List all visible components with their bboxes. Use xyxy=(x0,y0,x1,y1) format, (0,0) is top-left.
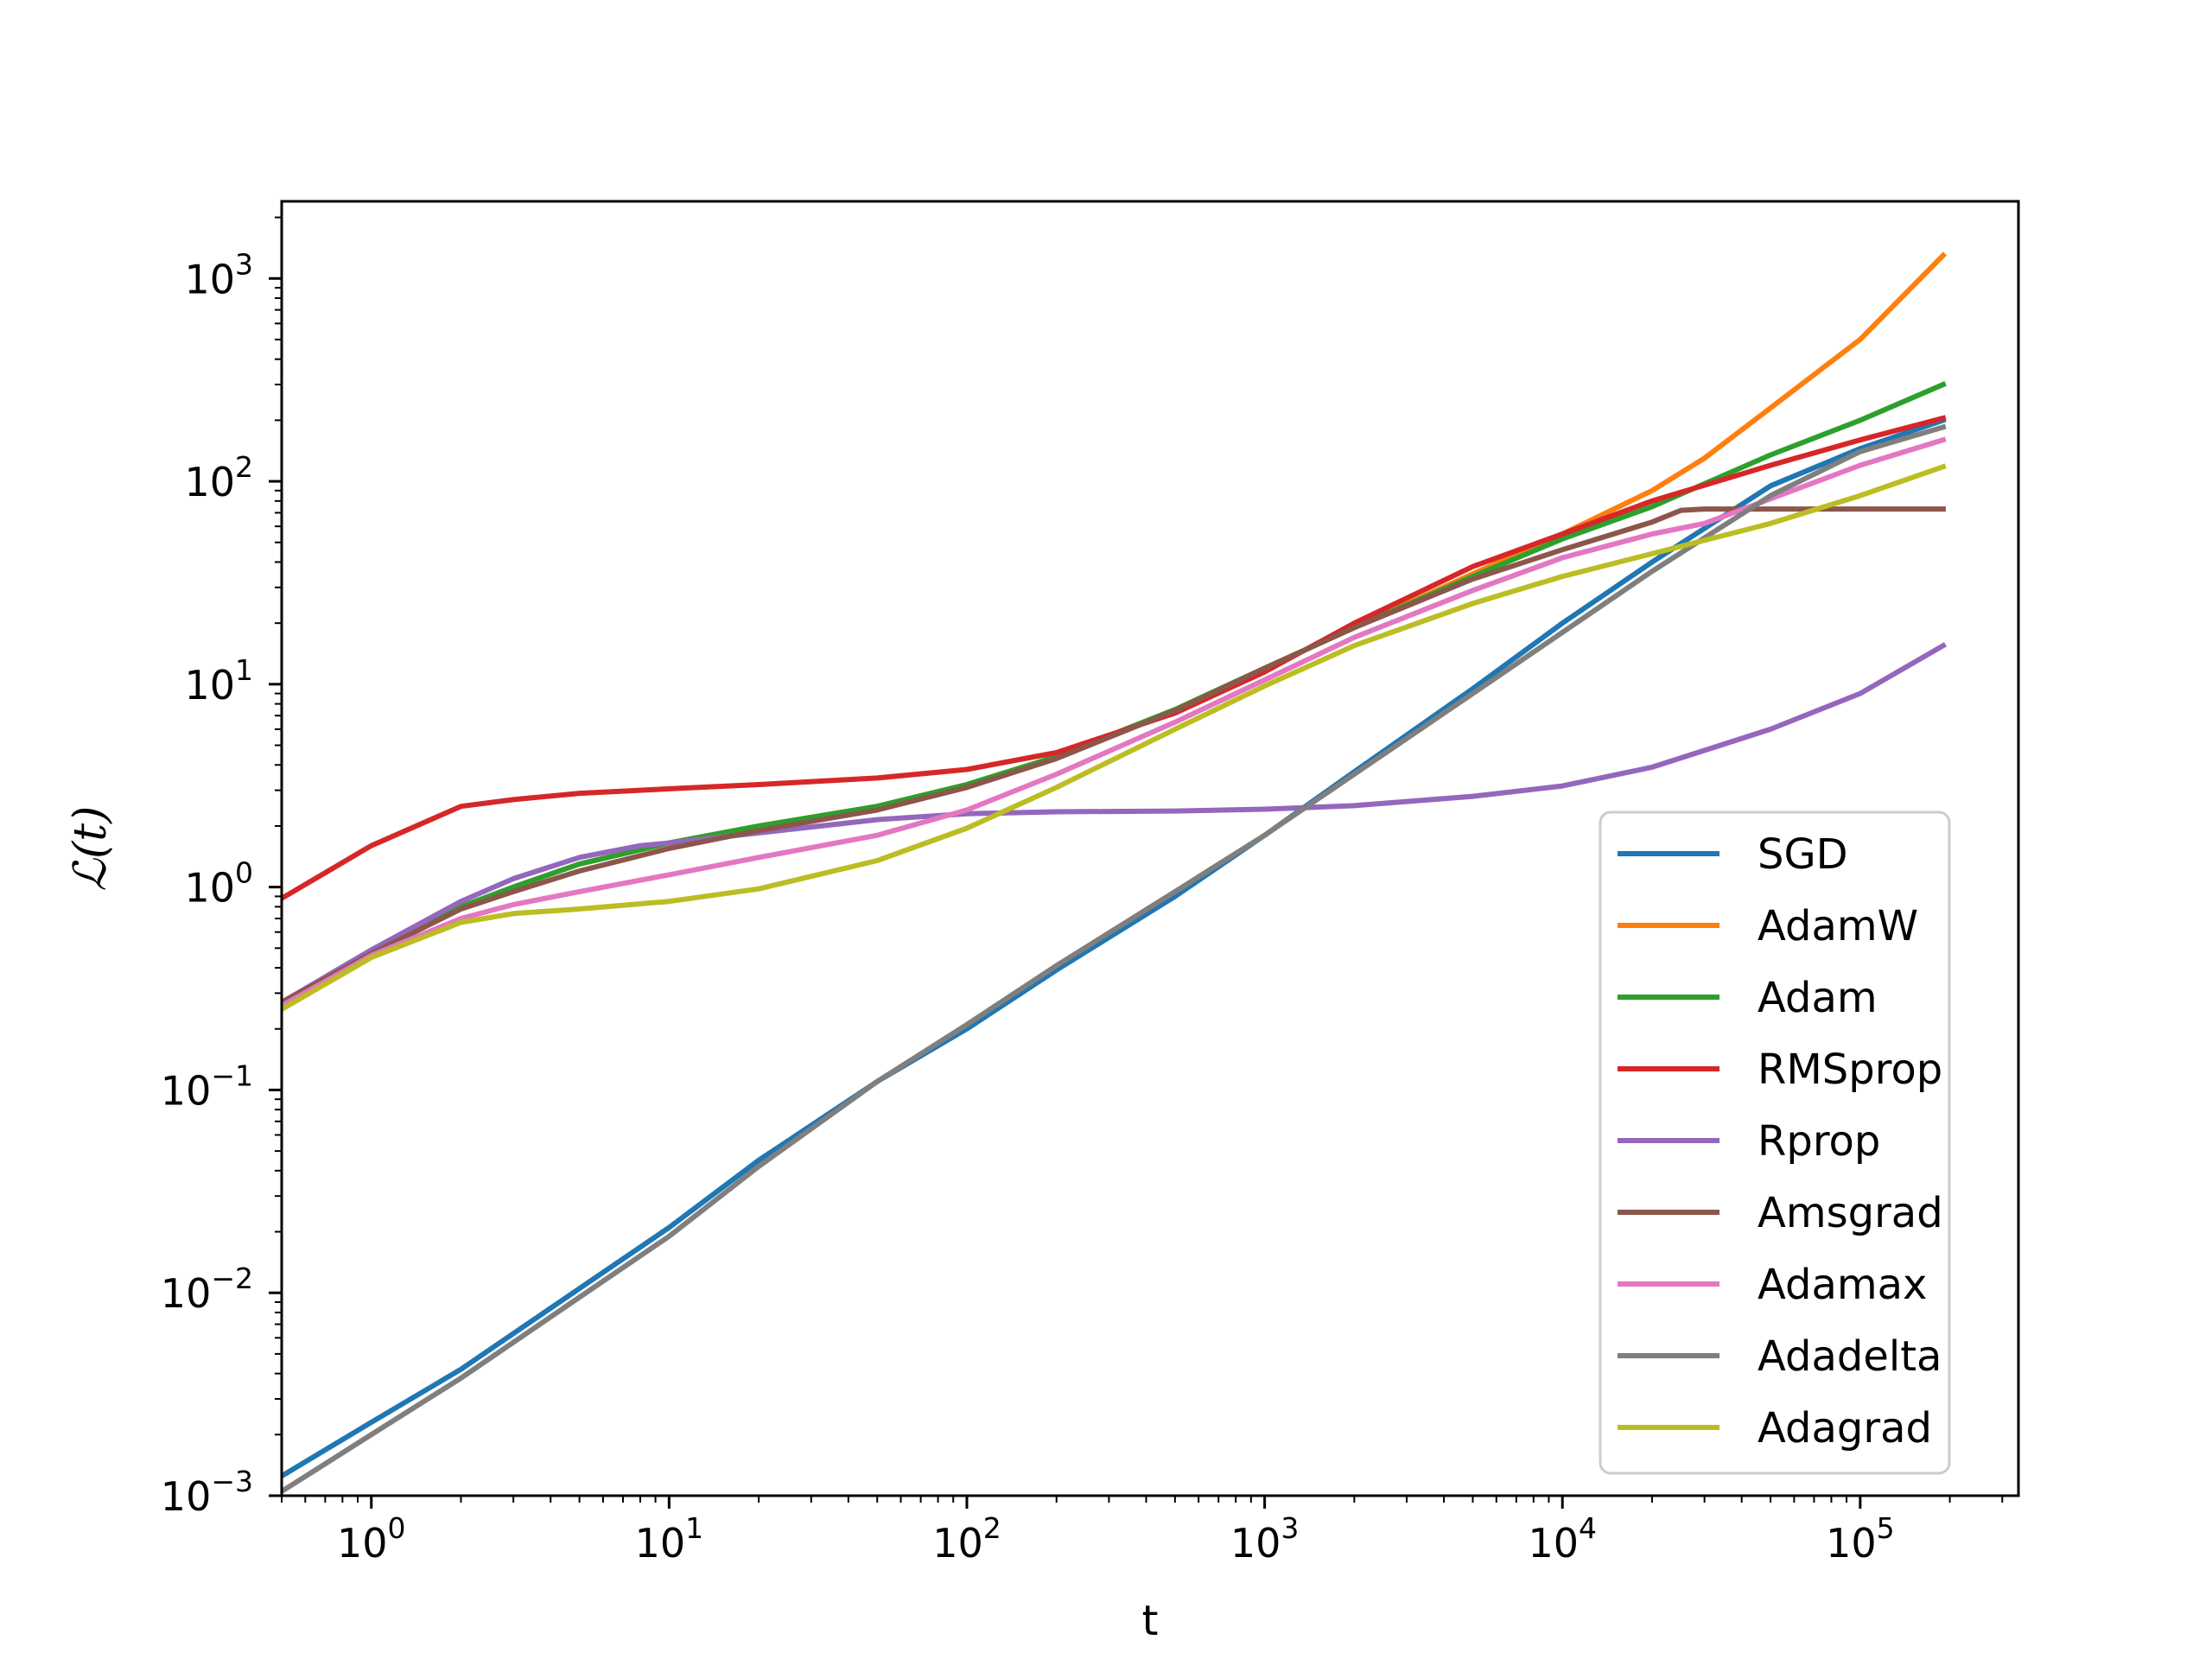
series-line-adamax xyxy=(282,436,1947,1009)
y-tick-label: 102 xyxy=(184,450,253,505)
series-line-adagrad xyxy=(282,463,1947,1013)
y-tick-label: 101 xyxy=(184,653,253,709)
legend: SGD AdamW Adam RMSprop Rprop Amsgrad Adamax Ada… xyxy=(1599,810,1951,1475)
x-tick-label: 105 xyxy=(1826,1511,1895,1567)
legend-item-adagrad: Adagrad xyxy=(1618,1404,1932,1452)
x-axis-label: t xyxy=(1142,1597,1159,1645)
series-line-rmsprop xyxy=(282,415,1947,902)
legend-label: RMSprop xyxy=(1758,1046,1942,1094)
axis-ticks: 100 101 102 103 104 105 10−3 10−2 10−1 100 101 102 1… xyxy=(161,216,2004,1567)
x-tick-label: 102 xyxy=(932,1511,1001,1567)
legend-label: Rprop xyxy=(1758,1117,1880,1166)
legend-item-adamax: Adamax xyxy=(1618,1261,1927,1309)
legend-item-rprop: Rprop xyxy=(1618,1117,1880,1166)
legend-item-rmsprop: RMSprop xyxy=(1618,1046,1942,1094)
legend-label: Adadelta xyxy=(1758,1332,1942,1381)
legend-item-amsgrad: Amsgrad xyxy=(1618,1189,1943,1237)
legend-item-adadelta: Adadelta xyxy=(1618,1332,1942,1381)
x-tick-label: 103 xyxy=(1230,1511,1300,1567)
axes-frame xyxy=(280,200,2020,1497)
x-tick-label: 100 xyxy=(337,1511,406,1567)
legend-label: Adam xyxy=(1758,974,1878,1022)
legend-label: Adagrad xyxy=(1758,1404,1932,1452)
y-tick-label: 100 xyxy=(184,856,253,912)
series-line-rprop xyxy=(282,642,1947,1006)
plot-area xyxy=(282,251,1948,1495)
legend-label: Amsgrad xyxy=(1758,1189,1943,1237)
series-line-adadelta xyxy=(282,423,1947,1495)
legend-item-adamw: AdamW xyxy=(1618,902,1918,950)
legend-item-sgd: SGD xyxy=(1618,830,1848,879)
legend-item-adam: Adam xyxy=(1618,974,1878,1022)
legend-label: AdamW xyxy=(1758,902,1918,950)
y-tick-label: 10−2 xyxy=(161,1262,253,1317)
series-line-amsgrad xyxy=(282,506,1946,1006)
y-tick-label: 10−1 xyxy=(161,1058,253,1114)
y-tick-label: 10−3 xyxy=(161,1465,253,1520)
x-tick-label: 101 xyxy=(635,1511,704,1567)
y-axis-label: ℒ(t) xyxy=(65,806,117,892)
legend-label: SGD xyxy=(1758,830,1848,879)
y-tick-label: 103 xyxy=(184,247,253,302)
legend-frame xyxy=(1599,810,1951,1475)
x-tick-label: 104 xyxy=(1528,1511,1597,1567)
legend-label: Adamax xyxy=(1758,1261,1927,1309)
